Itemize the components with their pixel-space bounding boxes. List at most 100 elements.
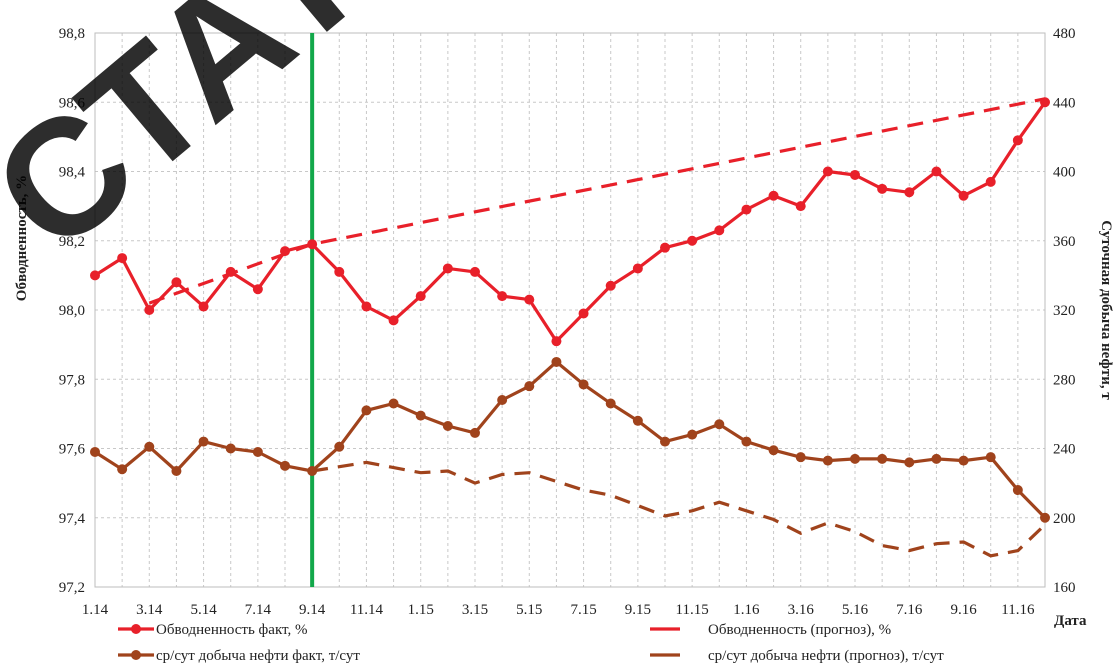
data-point-oil: [741, 436, 752, 447]
legend-label: Обводненность факт, %: [156, 622, 307, 638]
x-tick-label: 11.16: [1001, 602, 1035, 618]
x-tick-label: 11.15: [676, 602, 709, 618]
x-tick-label: 9.16: [950, 602, 977, 618]
data-point-water-cut: [90, 270, 100, 281]
data-point-oil: [822, 455, 833, 466]
data-point-oil: [687, 429, 698, 440]
x-tick-label: 11.14: [350, 602, 384, 618]
data-point-water-cut: [252, 284, 263, 295]
data-point-water-cut: [198, 301, 209, 312]
data-point-water-cut: [117, 253, 128, 264]
y-right-tick-label: 440: [1053, 95, 1076, 111]
data-point-water-cut: [958, 190, 969, 201]
data-point-oil: [660, 436, 670, 447]
data-point-water-cut: [307, 239, 318, 250]
data-point-oil: [388, 398, 399, 409]
data-point-oil: [1012, 485, 1023, 496]
x-tick-label: 3.14: [136, 602, 163, 618]
x-tick-label: 5.14: [190, 602, 217, 618]
data-point-water-cut: [850, 169, 860, 180]
x-tick-label: 1.14: [82, 602, 109, 618]
data-point-water-cut: [144, 305, 155, 315]
legend-label: ср/сут добыча нефти (прогноз), т/сут: [708, 648, 944, 664]
plot-frame: [94, 32, 1046, 588]
data-point-oil: [605, 398, 616, 409]
data-point-oil: [280, 460, 290, 471]
legend-label: Обводненность (прогноз), %: [708, 622, 891, 638]
data-point-oil: [524, 381, 535, 392]
data-point-water-cut: [768, 190, 779, 201]
data-point-water-cut: [904, 187, 915, 198]
data-point-water-cut: [822, 166, 833, 177]
data-point-oil: [931, 453, 942, 464]
x-tick-label: 1.15: [408, 602, 434, 618]
legend-swatch-marker: [131, 624, 141, 634]
y-right-tick-label: 200: [1053, 511, 1076, 527]
data-point-oil: [714, 419, 725, 430]
y-right-axis-label: Суточная добыча нефти, т: [1098, 220, 1114, 400]
data-point-water-cut: [524, 294, 535, 305]
data-point-oil: [497, 395, 508, 406]
watermark-text: СТАТ: [0, 0, 397, 287]
data-point-water-cut: [1040, 97, 1050, 108]
data-point-oil: [470, 427, 480, 438]
y-right-tick-label: 160: [1053, 580, 1076, 596]
data-point-water-cut: [931, 166, 942, 177]
y-left-tick-label: 97,2: [59, 580, 85, 596]
data-point-oil: [171, 466, 182, 477]
data-point-water-cut: [660, 242, 670, 253]
data-point-water-cut: [442, 263, 453, 274]
legend-swatch-marker: [131, 650, 141, 660]
data-point-water-cut: [605, 280, 616, 291]
y-right-tick-label: 360: [1053, 234, 1076, 250]
legend-label: ср/сут добыча нефти факт, т/сут: [156, 648, 360, 664]
data-point-oil: [795, 452, 806, 463]
data-point-oil: [850, 453, 860, 464]
data-point-water-cut: [578, 308, 589, 319]
x-tick-label: 7.15: [570, 602, 596, 618]
series-layer: [90, 97, 1050, 558]
data-point-oil: [225, 443, 236, 454]
data-point-oil: [1040, 512, 1050, 523]
legend: Обводненность факт, % Обводненность (прог…: [118, 622, 944, 664]
y-left-tick-label: 97,8: [59, 372, 85, 388]
data-point-water-cut: [795, 201, 806, 212]
data-point-water-cut: [632, 263, 643, 274]
x-tick-label: 3.15: [462, 602, 488, 618]
x-tick-label: 5.15: [516, 602, 542, 618]
data-point-oil: [632, 415, 643, 426]
y-right-tick-label: 240: [1053, 442, 1076, 458]
plot-area-border: [94, 32, 1046, 588]
series-line-forecast-water-cut: [148, 97, 1046, 305]
series-line-forecast-oil: [311, 460, 1047, 558]
data-point-water-cut: [551, 336, 562, 347]
x-tick-label: 9.14: [299, 602, 326, 618]
data-point-oil: [415, 410, 426, 421]
data-point-water-cut: [280, 246, 290, 257]
data-point-oil: [958, 455, 969, 466]
x-tick-label: 5.16: [842, 602, 869, 618]
data-point-water-cut: [1012, 135, 1023, 146]
data-point-oil: [117, 464, 128, 475]
data-point-water-cut: [361, 301, 372, 312]
series-line-fact-oil: [94, 360, 1047, 519]
data-point-water-cut: [985, 176, 996, 187]
y-right-tick-label: 480: [1053, 26, 1076, 42]
data-point-oil: [768, 445, 779, 456]
data-point-water-cut: [388, 315, 399, 326]
data-point-oil: [985, 452, 996, 463]
x-axis-label: Дата: [1054, 613, 1087, 629]
x-tick-label: 7.16: [896, 602, 923, 618]
y-left-tick-label: 98,6: [59, 95, 86, 111]
data-point-water-cut: [714, 225, 725, 236]
data-point-water-cut: [171, 277, 182, 288]
data-point-water-cut: [497, 291, 508, 302]
data-point-oil: [877, 453, 888, 464]
data-point-oil: [334, 441, 345, 452]
y-right-tick-label: 280: [1053, 372, 1076, 388]
data-point-water-cut: [687, 235, 698, 246]
data-point-oil: [904, 457, 915, 468]
y-right-ticks: 160 200 240 280 320 360 400 440 480: [1053, 26, 1076, 596]
